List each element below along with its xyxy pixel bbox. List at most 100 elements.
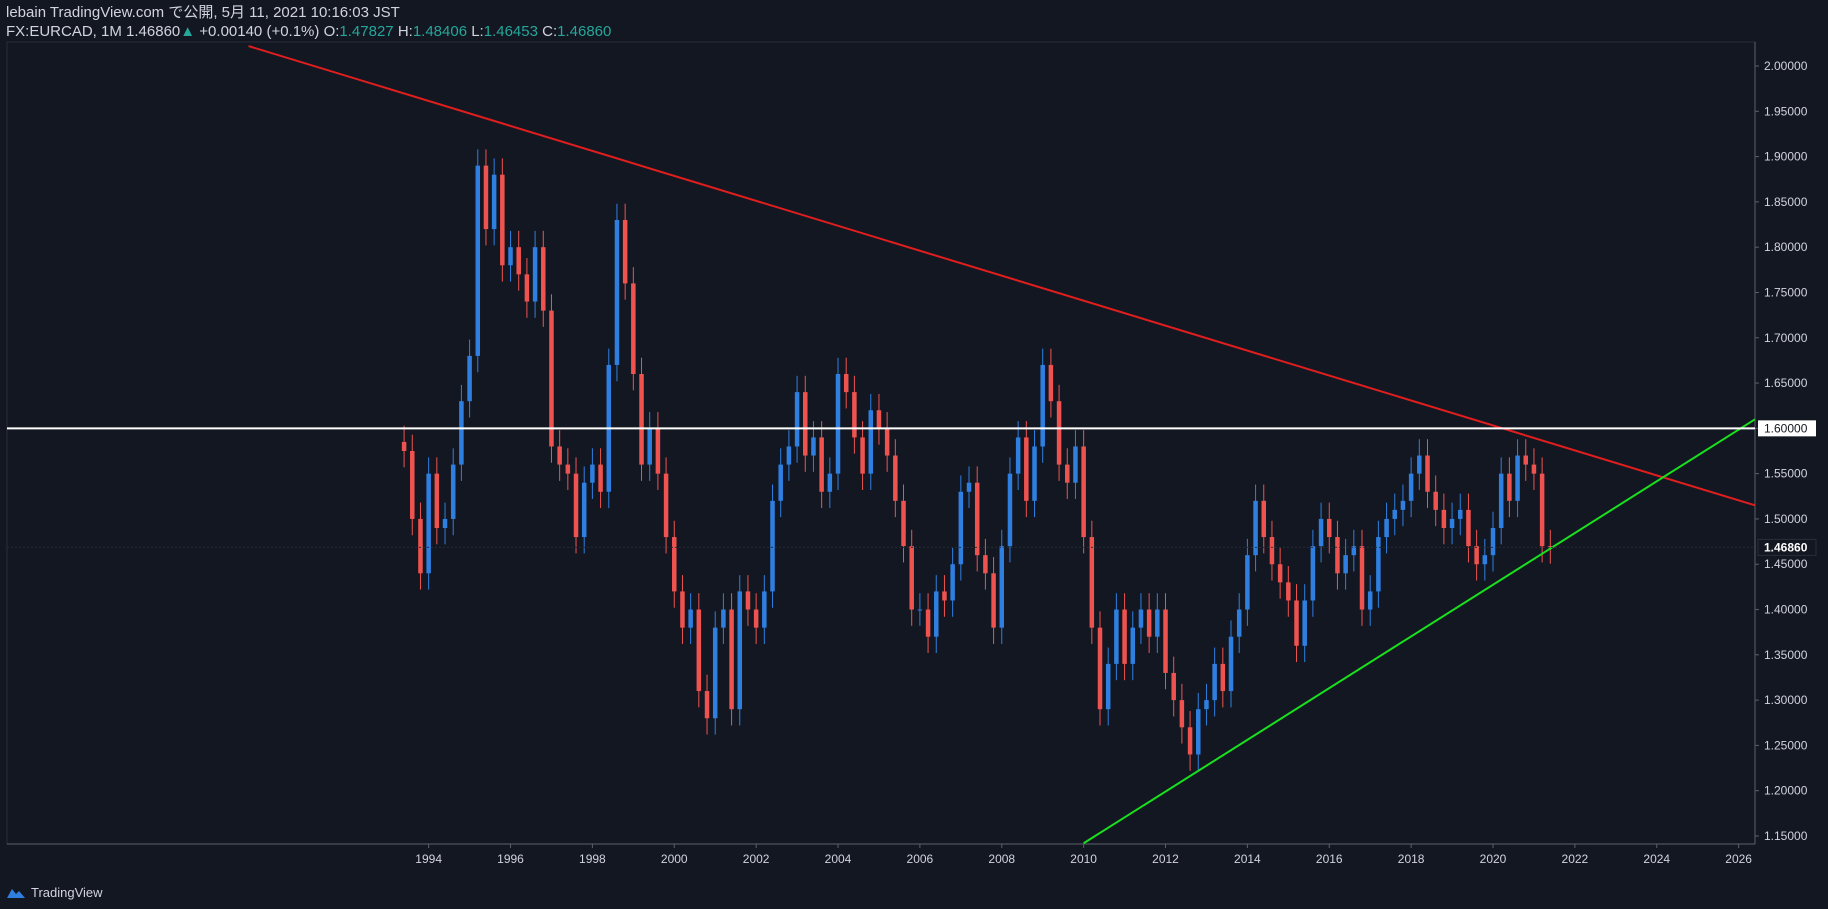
candle-body	[1310, 546, 1316, 601]
y-tick-label: 1.50000	[1764, 512, 1808, 526]
candle-body	[663, 473, 669, 538]
candle-body	[917, 609, 923, 611]
x-tick-label: 2010	[1070, 852, 1097, 866]
y-tick-label: 1.15000	[1764, 829, 1808, 843]
close-value: 1.46860	[557, 23, 612, 40]
candle-body	[1392, 509, 1398, 519]
candle-body	[1130, 627, 1136, 664]
candle-body	[762, 591, 767, 628]
candle-body	[753, 609, 759, 628]
candle-body	[1097, 627, 1103, 710]
candle-body	[819, 437, 824, 492]
x-tick-label: 1996	[497, 852, 524, 866]
candle-body	[532, 247, 538, 302]
candle-body	[942, 591, 947, 601]
publish-info: lebain TradingView.com で公開, 5月 11, 2021 …	[6, 4, 400, 21]
candle-body	[1515, 455, 1520, 501]
last-price: 1.46860	[126, 23, 181, 40]
candle-body	[966, 482, 972, 492]
close-label: C:	[542, 23, 558, 40]
candle-body	[712, 627, 718, 719]
candle-body	[1302, 600, 1307, 646]
resistance-trendline	[248, 45, 1756, 507]
candle-body	[557, 446, 562, 465]
symbol-interval[interactable]: FX:EURCAD, 1M	[6, 23, 122, 40]
candle-body	[541, 247, 546, 311]
candle-body	[549, 310, 554, 447]
candle-body	[860, 437, 865, 474]
candle-body	[1294, 600, 1299, 646]
candle-body	[1171, 672, 1176, 701]
candle-body	[745, 591, 751, 610]
x-tick-label: 2002	[743, 852, 770, 866]
tradingview-brand[interactable]: TradingView	[31, 885, 103, 900]
candle-body	[1343, 555, 1348, 574]
candle-body	[794, 392, 800, 447]
y-tick-label: 1.30000	[1764, 693, 1808, 707]
chart-header: lebain TradingView.com で公開, 5月 11, 2021 …	[6, 4, 611, 42]
candle-body	[958, 491, 964, 565]
candle-body	[1433, 491, 1438, 510]
candle-body	[1286, 582, 1291, 601]
current-price-label: 1.46860	[1764, 540, 1808, 554]
candle-body	[1351, 546, 1357, 556]
y-tick-label: 1.35000	[1764, 648, 1808, 662]
candle-body	[1277, 564, 1283, 583]
candle-body	[590, 464, 595, 483]
y-tick-label: 1.90000	[1764, 150, 1808, 164]
candle-body	[410, 451, 415, 519]
y-tick-label: 2.00000	[1764, 59, 1808, 73]
candle-body	[1327, 518, 1332, 538]
candle-body	[1482, 555, 1488, 565]
candle-body	[1212, 663, 1217, 701]
candle-body	[516, 247, 521, 275]
y-tick-label: 1.55000	[1764, 467, 1808, 481]
candle-body	[1015, 437, 1021, 474]
y-tick-label: 1.20000	[1764, 784, 1808, 798]
x-tick-label: 2006	[907, 852, 934, 866]
y-tick-label: 1.95000	[1764, 104, 1808, 118]
candle-body	[1539, 473, 1545, 547]
candle-body	[1245, 555, 1250, 610]
y-tick-label: 1.75000	[1764, 285, 1808, 299]
x-tick-label: 1998	[579, 852, 606, 866]
tradingview-cloud-icon	[7, 888, 25, 898]
high-label: H:	[397, 23, 413, 40]
candle-body	[442, 518, 448, 528]
candle-body	[1359, 546, 1365, 610]
candle-body	[925, 609, 931, 637]
symbol-legend: FX:EURCAD, 1M 1.46860▲ +0.00140 (+0.1%) …	[6, 23, 611, 42]
candle-body	[1408, 473, 1414, 501]
candle-body	[672, 537, 677, 592]
x-tick-label: 2026	[1725, 852, 1752, 866]
candle-body	[1548, 546, 1553, 548]
candle-body	[1531, 464, 1537, 474]
candle-body	[483, 165, 489, 230]
candle-body	[500, 174, 505, 266]
low-label: L:	[471, 23, 484, 40]
candle-body	[647, 428, 652, 465]
candle-body	[1073, 446, 1078, 483]
candle-body	[991, 573, 996, 628]
support-trendline	[1083, 418, 1756, 845]
candle-body	[893, 455, 898, 501]
candle-body	[1163, 609, 1168, 673]
y-tick-label: 1.45000	[1764, 557, 1808, 571]
candle-body	[1048, 364, 1054, 402]
y-tick-label: 1.25000	[1764, 738, 1808, 752]
candle-body	[1220, 663, 1226, 692]
x-tick-label: 2020	[1480, 852, 1507, 866]
candle-body	[426, 473, 431, 574]
candle-body	[1122, 609, 1127, 664]
y-tick-label: 1.85000	[1764, 195, 1808, 209]
candle-body	[401, 441, 407, 451]
candle-body	[1376, 537, 1381, 592]
candle-body	[1179, 700, 1185, 728]
plot-frame	[6, 41, 1756, 845]
candle-body	[1024, 437, 1029, 501]
candle-body	[491, 174, 497, 230]
horizontal-level-label-bg	[1758, 420, 1816, 437]
x-tick-label: 2000	[661, 852, 688, 866]
x-tick-label: 2012	[1152, 852, 1179, 866]
